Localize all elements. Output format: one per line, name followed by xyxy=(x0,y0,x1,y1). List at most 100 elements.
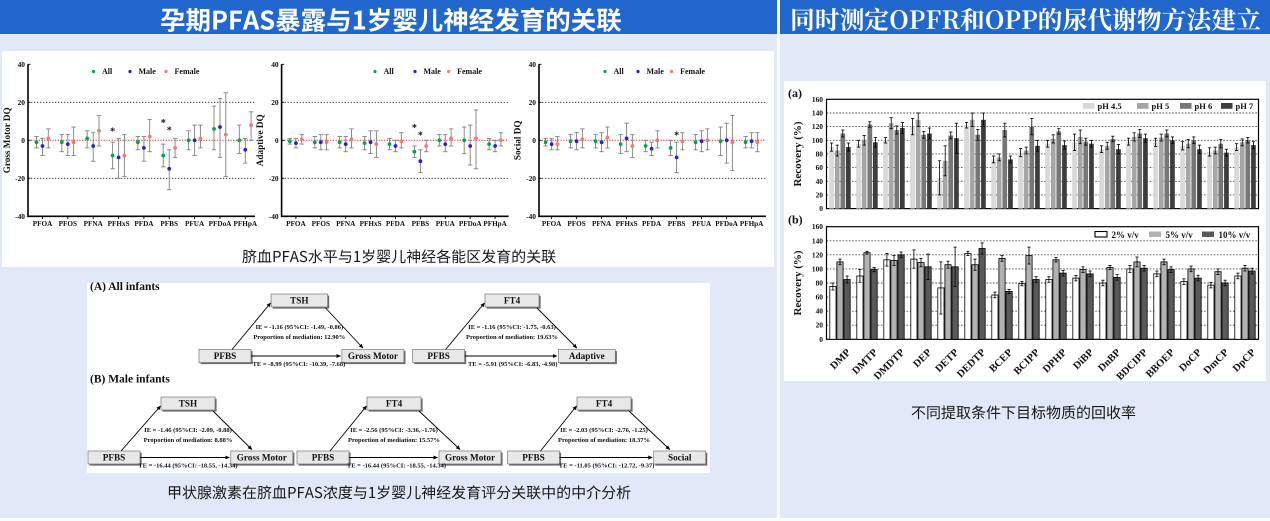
svg-text:DmCP: DmCP xyxy=(1202,347,1232,377)
svg-text:PFBS: PFBS xyxy=(668,220,686,228)
svg-text:pH 4.5: pH 4.5 xyxy=(1098,101,1122,111)
svg-text:0: 0 xyxy=(275,136,279,145)
svg-text:-40: -40 xyxy=(15,212,25,221)
svg-text:PFNA: PFNA xyxy=(336,220,356,228)
svg-text:-20: -20 xyxy=(526,174,536,183)
svg-text:IE = -1.16 (95%CI: -1.75, -0.6: IE = -1.16 (95%CI: -1.75, -0.63) xyxy=(468,324,556,331)
svg-text:PFOA: PFOA xyxy=(286,220,306,228)
svg-text:0: 0 xyxy=(21,136,25,145)
svg-text:PFBS: PFBS xyxy=(312,453,334,463)
svg-text:(a): (a) xyxy=(788,86,802,100)
svg-text:60: 60 xyxy=(816,293,824,302)
svg-text:PFUA: PFUA xyxy=(436,220,456,228)
svg-text:PFHxS: PFHxS xyxy=(360,220,382,228)
svg-text:TE = -11.05 (95%CI: -12.72, -9: TE = -11.05 (95%CI: -12.72, -9.37) xyxy=(559,463,655,470)
svg-text:20: 20 xyxy=(816,321,824,330)
svg-text:0: 0 xyxy=(532,136,536,145)
svg-text:TE = -8.99 (95%CI: -10.39, -7.: TE = -8.99 (95%CI: -10.39, -7.68) xyxy=(253,361,346,368)
svg-text:FT4: FT4 xyxy=(386,399,403,409)
svg-text:*: * xyxy=(674,131,679,142)
svg-text:PFOS: PFOS xyxy=(567,220,585,228)
svg-text:DoCP: DoCP xyxy=(1177,347,1204,374)
svg-text:(A) All infants: (A) All infants xyxy=(90,281,160,293)
svg-text:PFHxS: PFHxS xyxy=(108,220,130,228)
svg-text:Gross Motor: Gross Motor xyxy=(445,453,495,463)
svg-text:TE = -16.44 (95%CI: -18.55, -1: TE = -16.44 (95%CI: -18.55, -14.34) xyxy=(138,463,237,470)
svg-text:PFBS: PFBS xyxy=(214,351,236,361)
svg-text:DiBP: DiBP xyxy=(1071,347,1096,372)
svg-text:All: All xyxy=(102,67,113,76)
svg-text:2% v/v: 2% v/v xyxy=(1112,230,1140,240)
svg-text:TSH: TSH xyxy=(290,296,308,306)
svg-text:40: 40 xyxy=(816,307,824,316)
svg-text:PFDA: PFDA xyxy=(386,220,406,228)
svg-text:-20: -20 xyxy=(15,174,25,183)
svg-text:PFDA: PFDA xyxy=(642,220,662,228)
svg-text:120: 120 xyxy=(812,250,823,259)
svg-text:DPHP: DPHP xyxy=(1041,347,1069,375)
svg-text:BDCIPP: BDCIPP xyxy=(1115,347,1151,381)
svg-text:PFBS: PFBS xyxy=(160,220,178,228)
svg-text:PFUA: PFUA xyxy=(692,220,712,228)
svg-text:Social DQ: Social DQ xyxy=(513,121,523,161)
svg-text:100: 100 xyxy=(812,136,823,145)
svg-text:PFUA: PFUA xyxy=(185,220,205,228)
svg-text:(b): (b) xyxy=(788,213,803,227)
svg-text:Male: Male xyxy=(424,67,442,76)
svg-text:TE = -16.44 (95%CI: -18.55, -1: TE = -16.44 (95%CI: -18.55, -14.34) xyxy=(347,463,446,470)
svg-text:Male: Male xyxy=(139,67,157,76)
svg-text:PFBS: PFBS xyxy=(412,220,430,228)
svg-text:All: All xyxy=(614,67,625,76)
svg-text:PFOS: PFOS xyxy=(59,220,77,228)
svg-text:PFDoA: PFDoA xyxy=(715,220,739,228)
svg-text:Gross Motor: Gross Motor xyxy=(237,453,287,463)
svg-text:DpCP: DpCP xyxy=(1231,347,1259,375)
svg-text:20: 20 xyxy=(529,98,537,107)
svg-text:Proportion of mediation: 18.37: Proportion of mediation: 18.37% xyxy=(558,437,650,444)
svg-text:Adaptive: Adaptive xyxy=(569,351,605,361)
svg-text:IE = -1.16 (95%CI: -1.49, -0.8: IE = -1.16 (95%CI: -1.49, -0.86) xyxy=(255,324,343,331)
svg-text:Gross Motor: Gross Motor xyxy=(348,351,398,361)
svg-text:140: 140 xyxy=(812,236,823,245)
svg-text:PFOS: PFOS xyxy=(312,220,330,228)
svg-text:Proportion of mediation: 12.90: Proportion of mediation: 12.90% xyxy=(253,334,345,341)
svg-text:20: 20 xyxy=(271,98,279,107)
svg-text:BCEP: BCEP xyxy=(988,347,1016,375)
svg-text:IE = -2.03 (95%CI: -2.76, -1.2: IE = -2.03 (95%CI: -2.76, -1.25) xyxy=(560,427,648,434)
svg-text:PFHxS: PFHxS xyxy=(616,220,638,228)
svg-text:Male: Male xyxy=(647,67,665,76)
svg-text:Recovery (%): Recovery (%) xyxy=(792,250,804,315)
svg-text:80: 80 xyxy=(816,149,824,158)
svg-text:Proportion of mediation: 19.63: Proportion of mediation: 19.63% xyxy=(466,334,558,341)
svg-text:10% v/v: 10% v/v xyxy=(1219,230,1251,240)
svg-text:20: 20 xyxy=(816,190,824,199)
svg-text:80: 80 xyxy=(816,279,824,288)
svg-text:(B) Male infants: (B) Male infants xyxy=(90,374,170,386)
svg-text:PFHpA: PFHpA xyxy=(483,220,507,228)
svg-text:PFHpA: PFHpA xyxy=(740,220,764,228)
svg-text:IE = -1.46 (95%CI: -2.09, -0.8: IE = -1.46 (95%CI: -2.09, -0.88) xyxy=(144,427,232,434)
svg-text:*: * xyxy=(110,127,115,138)
svg-text:40: 40 xyxy=(271,60,279,69)
svg-text:PFNA: PFNA xyxy=(84,220,104,228)
svg-text:Female: Female xyxy=(175,67,200,76)
svg-text:PFBS: PFBS xyxy=(522,453,544,463)
svg-text:20: 20 xyxy=(18,98,26,107)
svg-text:*: * xyxy=(418,131,423,142)
svg-text:5% v/v: 5% v/v xyxy=(1166,230,1194,240)
svg-text:Social: Social xyxy=(668,453,692,463)
svg-text:PFDoA: PFDoA xyxy=(209,220,233,228)
svg-text:160: 160 xyxy=(812,222,823,231)
svg-text:BCIPP: BCIPP xyxy=(1012,347,1042,377)
svg-text:FT4: FT4 xyxy=(504,296,521,306)
svg-text:100: 100 xyxy=(812,264,823,273)
svg-text:Proportion of mediation: 8.88%: Proportion of mediation: 8.88% xyxy=(144,437,233,444)
svg-text:pH 5: pH 5 xyxy=(1152,101,1170,111)
svg-text:140: 140 xyxy=(812,109,823,118)
svg-text:*: * xyxy=(167,126,172,137)
svg-text:PFBS: PFBS xyxy=(427,351,449,361)
svg-text:120: 120 xyxy=(812,122,823,131)
svg-text:-40: -40 xyxy=(269,212,279,221)
svg-text:TE = -5.91 (95%CI: -6.83, -4.9: TE = -5.91 (95%CI: -6.83, -4.98) xyxy=(468,361,557,368)
svg-text:PFDA: PFDA xyxy=(134,220,154,228)
